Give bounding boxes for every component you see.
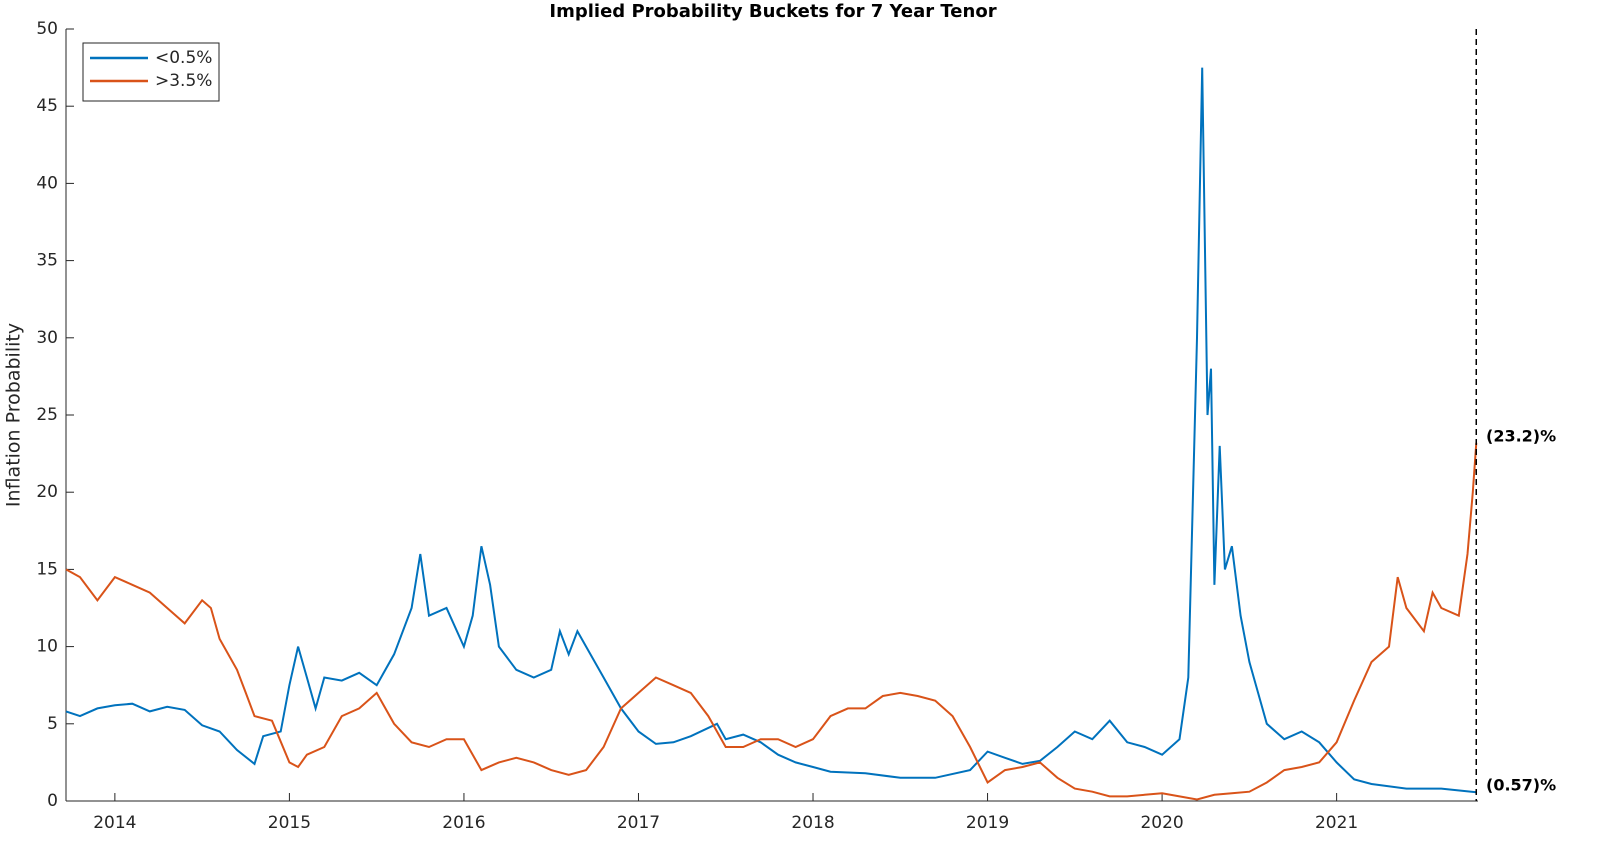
x-tick-label: 2019 (966, 813, 1009, 833)
x-tick-label: 2018 (791, 813, 834, 833)
y-tick-label: 25 (36, 405, 58, 425)
y-axis-label: Inflation Probability (3, 323, 25, 507)
y-tick-label: 20 (36, 482, 58, 502)
y-tick-label: 5 (47, 714, 58, 734)
y-tick-label: 15 (36, 559, 58, 579)
x-tick-label: 2021 (1315, 813, 1358, 833)
legend-box (82, 42, 220, 102)
y-tick-label: 45 (36, 96, 58, 116)
x-tick-label: 2015 (268, 813, 311, 833)
legend: <0.5% >3.5% (82, 42, 220, 102)
y-tick-label: 50 (36, 19, 58, 39)
end-value-label: (0.57)% (1486, 776, 1556, 795)
x-tick-label: 2017 (617, 813, 660, 833)
legend-label: >3.5% (155, 71, 212, 91)
legend-label: <0.5% (155, 48, 212, 68)
series-line (65, 442, 1478, 801)
series-line (65, 67, 1477, 794)
end-value-label: (23.2)% (1486, 426, 1556, 445)
y-tick-label: 35 (36, 251, 58, 271)
x-tick-label: 2016 (442, 813, 485, 833)
chart-title: Implied Probability Buckets for 7 Year T… (549, 1, 996, 22)
y-tick-label: 30 (36, 328, 58, 348)
x-tick-label: 2020 (1140, 813, 1183, 833)
y-tick-label: 0 (47, 791, 58, 811)
x-tick-label: 2014 (93, 813, 136, 833)
y-tick-label: 40 (36, 173, 58, 193)
y-tick-label: 10 (36, 637, 58, 657)
